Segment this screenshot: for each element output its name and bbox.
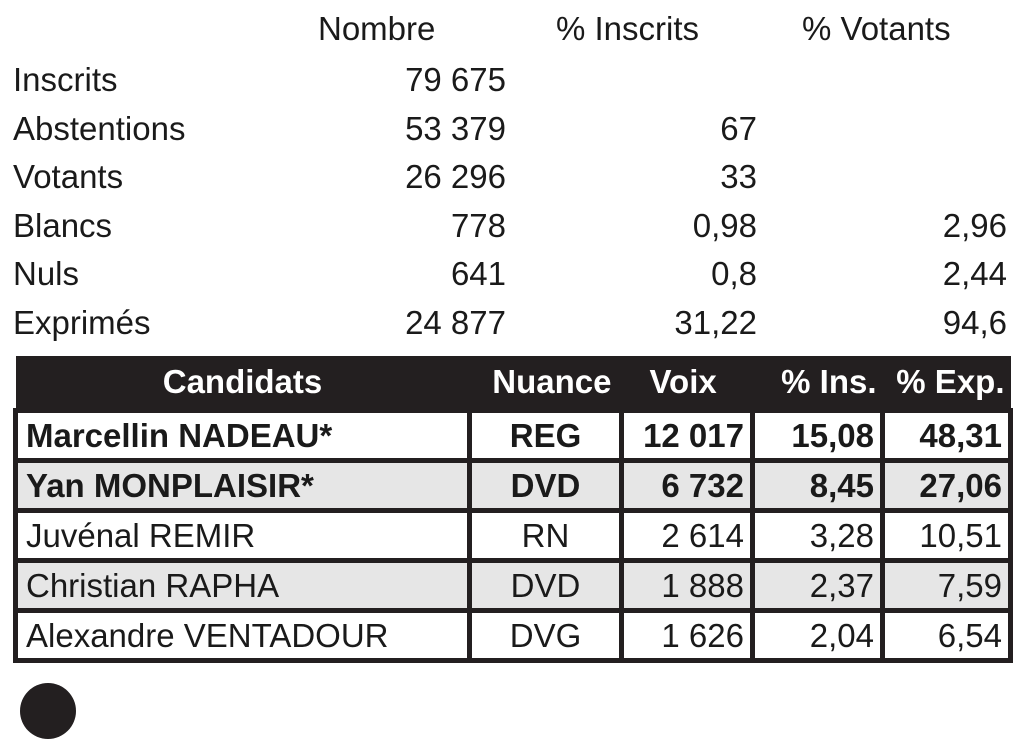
column-header-nuance: Nuance — [469, 356, 622, 411]
candidate-nuance: DVG — [467, 608, 624, 663]
header-nombre: Nombre — [318, 10, 436, 47]
summary-pct-votants: 2,44 — [942, 255, 1007, 293]
summary-nombre: 24 877 — [405, 303, 506, 341]
candidate-voix: 2 614 — [619, 508, 755, 563]
summary-row-votants: Votants 26 296 33 — [0, 153, 1014, 202]
table-row: Christian RAPHA DVD 1 888 2,37 7,59 — [13, 558, 1013, 613]
candidate-pct-ins: 2,04 — [750, 608, 885, 663]
column-header-pct-exp: % Exp. — [882, 356, 1011, 411]
summary-nombre: 778 — [450, 206, 506, 244]
candidate-pct-exp: 48,31 — [880, 408, 1013, 463]
table-row: Yan MONPLAISIR* DVD 6 732 8,45 27,06 — [13, 458, 1013, 513]
summary-nombre: 53 379 — [405, 109, 506, 147]
column-header-voix: Voix — [621, 356, 753, 411]
candidate-voix: 1 626 — [619, 608, 755, 663]
summary-label: Nuls — [13, 255, 80, 293]
summary-nombre: 79 675 — [405, 61, 506, 98]
summary-label: Blancs — [13, 206, 113, 244]
candidate-voix: 12 017 — [619, 408, 755, 463]
candidate-pct-ins: 3,28 — [750, 508, 885, 563]
candidate-name: Christian RAPHA — [13, 558, 472, 613]
summary-pct-inscrits: 0,98 — [692, 206, 757, 244]
candidate-name: Juvénal REMIR — [13, 508, 472, 563]
candidate-pct-exp: 10,51 — [880, 508, 1013, 563]
candidate-pct-exp: 7,59 — [880, 558, 1013, 613]
candidate-nuance: DVD — [467, 558, 624, 613]
candidate-voix: 6 732 — [619, 458, 755, 513]
candidate-pct-ins: 15,08 — [750, 408, 885, 463]
header-pct-inscrits: % Inscrits — [556, 10, 700, 47]
summary-nombre: 26 296 — [405, 158, 506, 196]
summary-pct-votants: 94,6 — [942, 303, 1007, 341]
candidate-name: Yan MONPLAISIR* — [13, 458, 472, 513]
candidates-table: Candidats Nuance Voix % Ins. % Exp. Marc… — [13, 356, 1013, 663]
summary-row-nuls: Nuls 641 0,8 2,44 — [0, 250, 1014, 299]
summary-row-abstentions: Abstentions 53 379 67 — [0, 105, 1014, 154]
candidates-header-row: Candidats Nuance Voix % Ins. % Exp. — [15, 356, 1011, 411]
summary-label: Inscrits — [13, 61, 118, 98]
summary-pct-inscrits: 67 — [720, 109, 757, 147]
summary-label: Votants — [13, 158, 124, 196]
column-header-pct-ins: % Ins. — [752, 356, 883, 411]
summary-row-blancs: Blancs 778 0,98 2,96 — [0, 202, 1014, 251]
summary-label: Abstentions — [13, 109, 186, 147]
candidate-pct-exp: 27,06 — [880, 458, 1013, 513]
candidate-pct-ins: 2,37 — [750, 558, 885, 613]
summary-label: Exprimés — [13, 303, 151, 341]
table-row: Alexandre VENTADOUR DVG 1 626 2,04 6,54 — [13, 608, 1013, 663]
candidate-nuance: REG — [467, 408, 624, 463]
logo-fragment — [20, 683, 76, 739]
summary-pct-votants: 2,96 — [942, 206, 1007, 244]
candidate-pct-exp: 6,54 — [880, 608, 1013, 663]
table-row: Marcellin NADEAU* REG 12 017 15,08 48,31 — [13, 408, 1013, 463]
summary-pct-inscrits: 31,22 — [674, 303, 757, 341]
summary-header-row: Nombre % Inscrits % Votants — [0, 0, 1014, 56]
candidate-nuance: DVD — [467, 458, 624, 513]
candidate-voix: 1 888 — [619, 558, 755, 613]
candidate-name: Marcellin NADEAU* — [13, 408, 472, 463]
candidate-nuance: RN — [467, 508, 624, 563]
header-pct-votants: % Votants — [802, 10, 951, 47]
summary-row-inscrits: Inscrits 79 675 — [0, 56, 1014, 105]
column-header-candidats: Candidats — [15, 356, 470, 411]
summary-pct-inscrits: 33 — [720, 158, 757, 196]
turnout-summary: Nombre % Inscrits % Votants Inscrits 79 … — [0, 0, 1014, 348]
summary-pct-inscrits: 0,8 — [711, 255, 757, 293]
table-row: Juvénal REMIR RN 2 614 3,28 10,51 — [13, 508, 1013, 563]
candidate-pct-ins: 8,45 — [750, 458, 885, 513]
candidate-name: Alexandre VENTADOUR — [13, 608, 472, 663]
summary-nombre: 641 — [450, 255, 506, 293]
summary-row-exprimes: Exprimés 24 877 31,22 94,6 — [0, 299, 1014, 348]
